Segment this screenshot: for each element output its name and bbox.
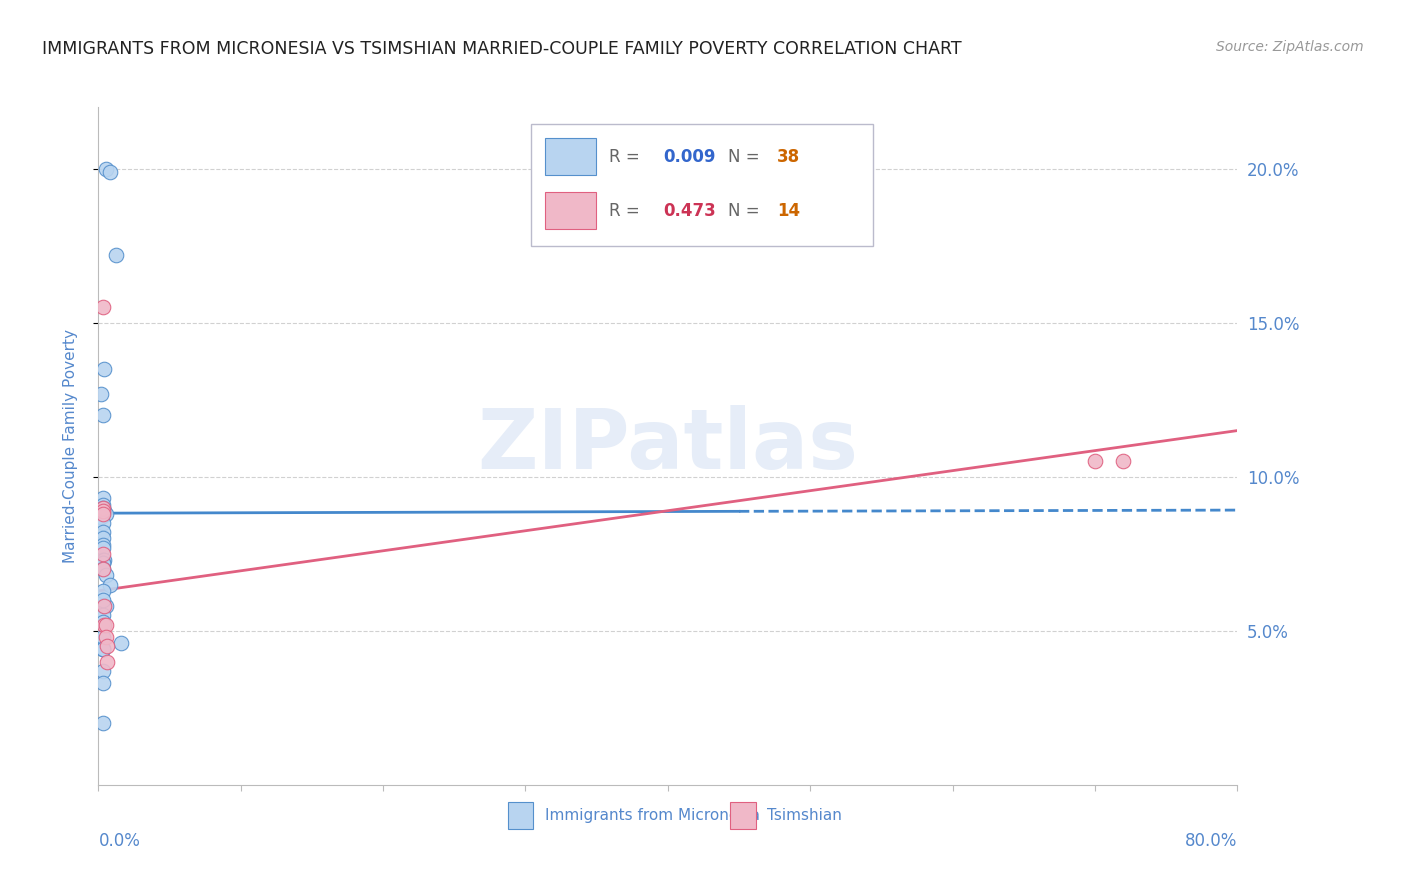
Point bbox=[104, 248, 127, 262]
Point bbox=[91, 498, 114, 512]
Point bbox=[94, 161, 117, 176]
Point bbox=[91, 504, 114, 518]
Text: 38: 38 bbox=[778, 147, 800, 166]
FancyBboxPatch shape bbox=[531, 124, 873, 246]
Text: N =: N = bbox=[728, 147, 765, 166]
Point bbox=[91, 516, 114, 530]
Text: R =: R = bbox=[609, 147, 644, 166]
Text: Source: ZipAtlas.com: Source: ZipAtlas.com bbox=[1216, 40, 1364, 54]
Point bbox=[91, 538, 114, 552]
Point bbox=[91, 615, 114, 629]
Point bbox=[98, 165, 121, 179]
Point bbox=[96, 655, 118, 669]
FancyBboxPatch shape bbox=[731, 802, 755, 829]
Text: R =: R = bbox=[609, 202, 644, 219]
Point bbox=[91, 642, 114, 657]
Text: 80.0%: 80.0% bbox=[1185, 832, 1237, 850]
Point bbox=[91, 500, 114, 515]
Point bbox=[91, 599, 114, 614]
Point bbox=[110, 636, 132, 650]
Point bbox=[91, 556, 114, 570]
Point bbox=[90, 386, 112, 401]
Point bbox=[91, 562, 114, 576]
Text: ZIPatlas: ZIPatlas bbox=[478, 406, 858, 486]
Text: Tsimshian: Tsimshian bbox=[766, 808, 842, 823]
Text: N =: N = bbox=[728, 202, 765, 219]
Point bbox=[91, 547, 114, 561]
Point bbox=[91, 583, 114, 598]
Point bbox=[91, 408, 114, 422]
Point bbox=[90, 509, 112, 524]
Point bbox=[1084, 454, 1107, 468]
Point bbox=[91, 642, 114, 657]
Point bbox=[94, 617, 117, 632]
Point bbox=[91, 541, 114, 555]
Point bbox=[93, 362, 115, 376]
Text: 0.009: 0.009 bbox=[664, 147, 716, 166]
FancyBboxPatch shape bbox=[546, 192, 596, 229]
Point bbox=[91, 562, 114, 576]
Point bbox=[91, 630, 114, 644]
Point bbox=[91, 507, 114, 521]
Text: 0.0%: 0.0% bbox=[98, 832, 141, 850]
Point bbox=[91, 608, 114, 623]
Point bbox=[91, 532, 114, 546]
Point bbox=[91, 301, 114, 315]
Point bbox=[93, 617, 115, 632]
Text: IMMIGRANTS FROM MICRONESIA VS TSIMSHIAN MARRIED-COUPLE FAMILY POVERTY CORRELATIO: IMMIGRANTS FROM MICRONESIA VS TSIMSHIAN … bbox=[42, 40, 962, 58]
Text: 14: 14 bbox=[778, 202, 800, 219]
Point bbox=[1112, 454, 1135, 468]
Point bbox=[98, 577, 121, 591]
Y-axis label: Married-Couple Family Poverty: Married-Couple Family Poverty bbox=[63, 329, 77, 563]
Text: 0.473: 0.473 bbox=[664, 202, 716, 219]
Point bbox=[91, 500, 114, 515]
Point bbox=[91, 491, 114, 506]
Point bbox=[93, 504, 115, 518]
Point bbox=[94, 599, 117, 614]
Text: Immigrants from Micronesia: Immigrants from Micronesia bbox=[546, 808, 759, 823]
Point bbox=[91, 556, 114, 570]
Point bbox=[94, 630, 117, 644]
Point bbox=[93, 553, 115, 567]
Point bbox=[91, 716, 114, 731]
Point bbox=[94, 568, 117, 582]
Point bbox=[91, 553, 114, 567]
Point bbox=[94, 507, 117, 521]
Point bbox=[91, 664, 114, 678]
FancyBboxPatch shape bbox=[509, 802, 533, 829]
Point bbox=[91, 593, 114, 607]
Point bbox=[91, 642, 114, 657]
FancyBboxPatch shape bbox=[546, 137, 596, 175]
Point bbox=[91, 676, 114, 690]
Point bbox=[93, 599, 115, 614]
Point bbox=[91, 525, 114, 540]
Point bbox=[96, 640, 118, 654]
